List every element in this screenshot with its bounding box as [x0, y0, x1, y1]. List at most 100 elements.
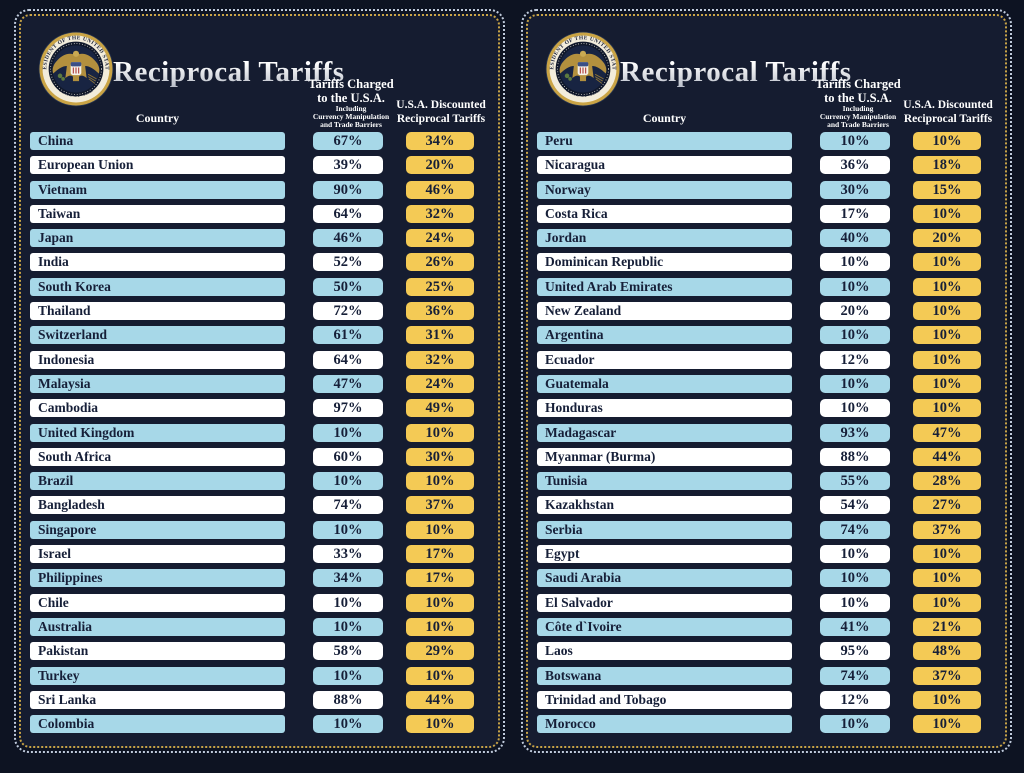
table-row: India 52% 26%: [30, 253, 498, 272]
charged-value-cell: 58%: [313, 642, 383, 661]
table-row: Norway 30% 15%: [537, 180, 1005, 199]
discounted-value-cell: 10%: [913, 545, 981, 564]
charged-value-cell: 10%: [313, 666, 383, 685]
table-row: Bangladesh 74% 37%: [30, 496, 498, 515]
charged-header-line1: Tariffs Charged: [308, 77, 394, 91]
discounted-value-cell: 15%: [913, 180, 981, 199]
charged-value-cell: 34%: [313, 569, 383, 588]
table-row: Myanmar (Burma) 88% 44%: [537, 447, 1005, 466]
column-header-country: Country: [642, 111, 687, 125]
discounted-value-cell: 10%: [913, 277, 981, 296]
table-row: South Korea 50% 25%: [30, 277, 498, 296]
table-row: Israel 33% 17%: [30, 545, 498, 564]
table-row: Côte d`Ivoire 41% 21%: [537, 617, 1005, 636]
country-cell: India: [30, 253, 285, 272]
charged-value-cell: 10%: [313, 715, 383, 734]
charged-value-cell: 33%: [313, 545, 383, 564]
country-cell: Chile: [30, 593, 285, 612]
discounted-header-line2: Reciprocal Tariffs: [903, 112, 993, 125]
charged-value-cell: 74%: [820, 520, 890, 539]
charged-value-cell: 55%: [820, 472, 890, 491]
discounted-value-cell: 49%: [406, 399, 474, 418]
table-row: Pakistan 58% 29%: [30, 642, 498, 661]
country-cell: Colombia: [30, 715, 285, 734]
panel-header: PRESIDENT OF THE UNITED STATES • SEAL OF…: [528, 20, 1005, 132]
discounted-header-line1: U.S.A. Discounted: [396, 99, 486, 111]
table-row: Colombia 10% 10%: [30, 715, 498, 734]
country-cell: Serbia: [537, 520, 792, 539]
tariff-panel-left: PRESIDENT OF THE UNITED STATES • SEAL OF…: [14, 9, 505, 753]
country-cell: Vietnam: [30, 180, 285, 199]
country-cell: Trinidad and Tobago: [537, 690, 792, 709]
page-title: Reciprocal Tariffs: [620, 56, 852, 88]
table-row: Morocco 10% 10%: [537, 715, 1005, 734]
discounted-value-cell: 26%: [406, 253, 474, 272]
country-cell: Morocco: [537, 715, 792, 734]
charged-value-cell: 54%: [820, 496, 890, 515]
discounted-value-cell: 32%: [406, 204, 474, 223]
country-cell: Tunisia: [537, 472, 792, 491]
discounted-value-cell: 10%: [913, 132, 981, 150]
country-cell: Côte d`Ivoire: [537, 617, 792, 636]
charged-header-sub2: Currency Manipulation: [819, 112, 897, 121]
table-row: Tunisia 55% 28%: [537, 472, 1005, 491]
country-cell: El Salvador: [537, 593, 792, 612]
charged-value-cell: 74%: [820, 666, 890, 685]
table-row: Nicaragua 36% 18%: [537, 156, 1005, 175]
table-row: Vietnam 90% 46%: [30, 180, 498, 199]
charged-value-cell: 30%: [820, 180, 890, 199]
discounted-value-cell: 10%: [406, 715, 474, 734]
country-cell: Thailand: [30, 302, 285, 321]
charged-header-line2: to the U.S.A.: [317, 91, 385, 105]
table-row: China 67% 34%: [30, 132, 498, 150]
discounted-value-cell: 10%: [406, 666, 474, 685]
tariff-table-right: Peru 10% 10% Nicaragua 36% 18% Norway 30% 15% Cos…: [528, 132, 1005, 734]
charged-value-cell: 10%: [820, 253, 890, 272]
table-row: Argentina 10% 10%: [537, 326, 1005, 345]
charged-value-cell: 10%: [820, 374, 890, 393]
table-row: Chile 10% 10%: [30, 593, 498, 612]
discounted-value-cell: 44%: [913, 447, 981, 466]
table-row: Australia 10% 10%: [30, 617, 498, 636]
charged-header-line1: Tariffs Charged: [815, 77, 901, 91]
table-row: United Arab Emirates 10% 10%: [537, 277, 1005, 296]
discounted-value-cell: 32%: [406, 350, 474, 369]
discounted-value-cell: 48%: [913, 642, 981, 661]
discounted-value-cell: 30%: [406, 447, 474, 466]
charged-value-cell: 88%: [313, 690, 383, 709]
discounted-value-cell: 10%: [913, 715, 981, 734]
charged-value-cell: 39%: [313, 156, 383, 175]
table-row: Indonesia 64% 32%: [30, 350, 498, 369]
charged-value-cell: 64%: [313, 350, 383, 369]
table-row: Switzerland 61% 31%: [30, 326, 498, 345]
charged-value-cell: 90%: [313, 180, 383, 199]
table-row: Jordan 40% 20%: [537, 229, 1005, 248]
column-header-discounted: U.S.A. Discounted Reciprocal Tariffs: [896, 99, 1000, 126]
table-row: Botswana 74% 37%: [537, 666, 1005, 685]
charged-value-cell: 17%: [820, 204, 890, 223]
table-row: Guatemala 10% 10%: [537, 374, 1005, 393]
charged-value-cell: 12%: [820, 350, 890, 369]
presidential-seal-icon: PRESIDENT OF THE UNITED STATES • SEAL OF…: [38, 31, 114, 107]
country-cell: Guatemala: [537, 374, 792, 393]
table-row: Sri Lanka 88% 44%: [30, 690, 498, 709]
country-cell: Bangladesh: [30, 496, 285, 515]
table-row: Singapore 10% 10%: [30, 520, 498, 539]
country-cell: Australia: [30, 617, 285, 636]
discounted-value-cell: 24%: [406, 374, 474, 393]
charged-value-cell: 10%: [313, 423, 383, 442]
country-cell: China: [30, 132, 285, 150]
charged-value-cell: 61%: [313, 326, 383, 345]
country-cell: Egypt: [537, 545, 792, 564]
table-row: Laos 95% 48%: [537, 642, 1005, 661]
charged-value-cell: 12%: [820, 690, 890, 709]
discounted-value-cell: 20%: [913, 229, 981, 248]
discounted-value-cell: 34%: [406, 132, 474, 150]
country-cell: Kazakhstan: [537, 496, 792, 515]
discounted-value-cell: 10%: [913, 690, 981, 709]
charged-value-cell: 47%: [313, 374, 383, 393]
tariff-panel-right: PRESIDENT OF THE UNITED STATES • SEAL OF…: [521, 9, 1012, 753]
discounted-value-cell: 25%: [406, 277, 474, 296]
charged-header-line2: to the U.S.A.: [824, 91, 892, 105]
charged-value-cell: 93%: [820, 423, 890, 442]
